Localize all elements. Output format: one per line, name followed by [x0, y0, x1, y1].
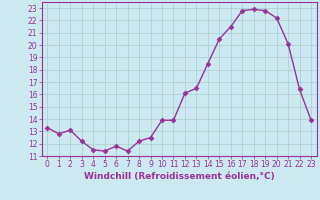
X-axis label: Windchill (Refroidissement éolien,°C): Windchill (Refroidissement éolien,°C) [84, 172, 275, 181]
